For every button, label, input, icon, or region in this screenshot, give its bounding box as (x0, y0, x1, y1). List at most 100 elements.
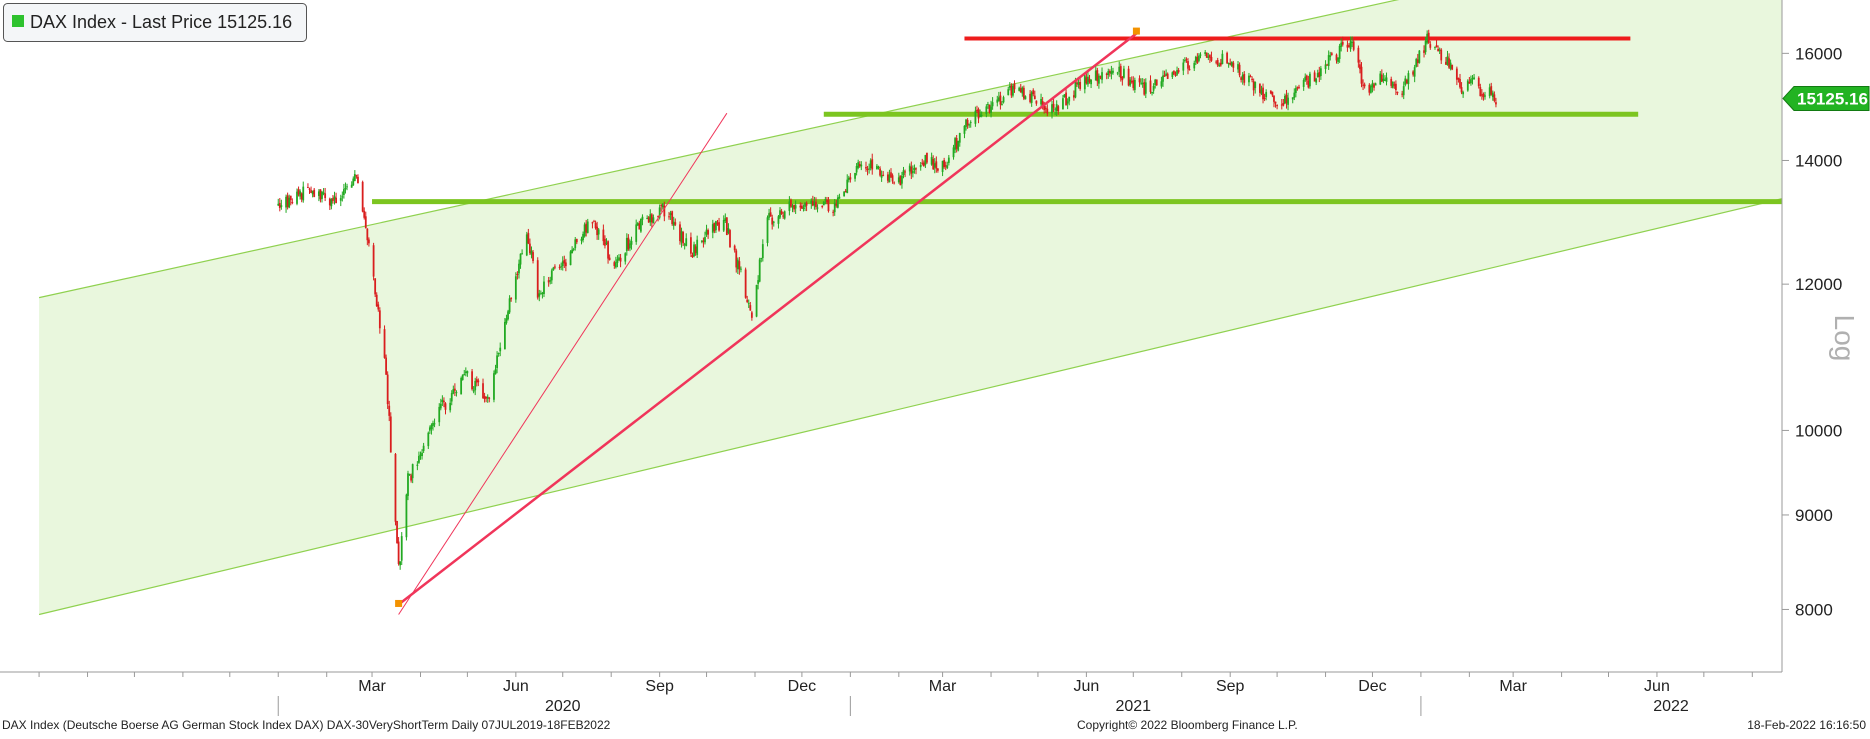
candle-body (935, 161, 938, 169)
candle-body (1313, 72, 1316, 82)
channel-upper-line (38, 0, 1400, 299)
candle-body (1352, 41, 1355, 50)
candle-body (1018, 87, 1021, 91)
candle-body (1215, 61, 1218, 63)
candle-body (1269, 90, 1272, 94)
candle-body (386, 374, 389, 405)
trend-line (398, 112, 728, 615)
candle-body (378, 310, 381, 329)
candle-body (1066, 101, 1069, 104)
candle-body (1194, 56, 1197, 62)
candle-body (1384, 79, 1386, 81)
candle-body (1371, 83, 1374, 88)
candle-body (902, 170, 905, 176)
candle-body (794, 205, 797, 209)
x-month-label: Mar (929, 678, 957, 695)
candle-body (766, 217, 769, 243)
candle-body (988, 104, 991, 113)
candle-body (350, 184, 353, 188)
candle-body (847, 177, 850, 181)
candle-body (1010, 85, 1013, 96)
candle-body (1176, 70, 1178, 75)
candle-body (1207, 56, 1210, 58)
candle-body (933, 163, 936, 168)
candle-body (1405, 79, 1408, 84)
x-month-label: Mar (358, 678, 386, 695)
candle-body (1024, 96, 1027, 100)
candle-body (944, 165, 947, 167)
candle-body (280, 205, 283, 207)
candle-body (1079, 81, 1082, 89)
candle-body (1055, 104, 1058, 112)
candle-body (843, 191, 846, 197)
candle-body (605, 242, 608, 244)
candle-body (430, 424, 433, 430)
candle-body (432, 422, 434, 426)
candle-body (1187, 61, 1189, 69)
candle-body (1226, 52, 1228, 64)
candle-body (1129, 79, 1132, 86)
candle-body (438, 406, 441, 423)
candle-body (352, 178, 355, 186)
candle-body (1437, 48, 1440, 52)
candlestick-series (277, 29, 1497, 570)
candle-body (597, 229, 600, 235)
candle-body (613, 262, 616, 266)
candle-body (585, 223, 588, 233)
candle-body (324, 193, 327, 198)
candle-body (1096, 70, 1099, 82)
candle-body (910, 166, 913, 174)
x-year-label: 2020 (545, 698, 581, 715)
candle-body (869, 160, 872, 169)
candle-body (985, 106, 988, 114)
candle-body (1424, 40, 1427, 53)
candle-body (377, 304, 380, 310)
candle-body (561, 261, 564, 266)
candle-body (1360, 66, 1363, 84)
candle-body (879, 168, 881, 176)
candle-body (1118, 66, 1121, 72)
candle-body (311, 190, 314, 195)
candle-body (602, 229, 605, 242)
candle-body (750, 312, 753, 318)
candle-body (691, 255, 694, 258)
footer-description: DAX Index (Deutsche Boerse AG German Sto… (2, 718, 611, 732)
candle-body (1357, 47, 1360, 63)
candle-body (1068, 96, 1071, 102)
candle-body (1099, 76, 1102, 78)
candle-body (1196, 57, 1199, 64)
candle-body (1199, 54, 1202, 56)
candle-body (1379, 73, 1382, 85)
candle-body (1013, 83, 1016, 90)
candle-body (286, 195, 289, 207)
candle-body (652, 217, 655, 224)
candle-body (604, 238, 606, 246)
candle-body (647, 217, 650, 223)
candle-body (749, 305, 752, 311)
candle-body (1348, 45, 1350, 48)
candle-body (1302, 80, 1305, 87)
candle-body (1291, 97, 1294, 100)
candle-body (1412, 71, 1414, 75)
candle-body (690, 237, 692, 254)
candle-body (1315, 78, 1318, 83)
candle-body (1143, 82, 1146, 95)
candle-body (965, 119, 967, 127)
candle-body (705, 229, 708, 235)
candle-body (527, 233, 530, 244)
candle-body (363, 210, 366, 218)
candle-body (1335, 54, 1338, 61)
candle-body (969, 122, 972, 124)
candle-body (1248, 75, 1250, 83)
candle-body (1166, 73, 1169, 79)
candle-body (627, 237, 630, 250)
legend-box (3, 3, 307, 42)
candle-body (1466, 80, 1469, 91)
x-year-label: 2022 (1653, 698, 1689, 715)
candle-body (1188, 69, 1191, 71)
candle-body (1495, 102, 1497, 105)
candle-body (1438, 49, 1441, 51)
candle-body (1259, 83, 1261, 93)
trend-line (397, 32, 1138, 606)
